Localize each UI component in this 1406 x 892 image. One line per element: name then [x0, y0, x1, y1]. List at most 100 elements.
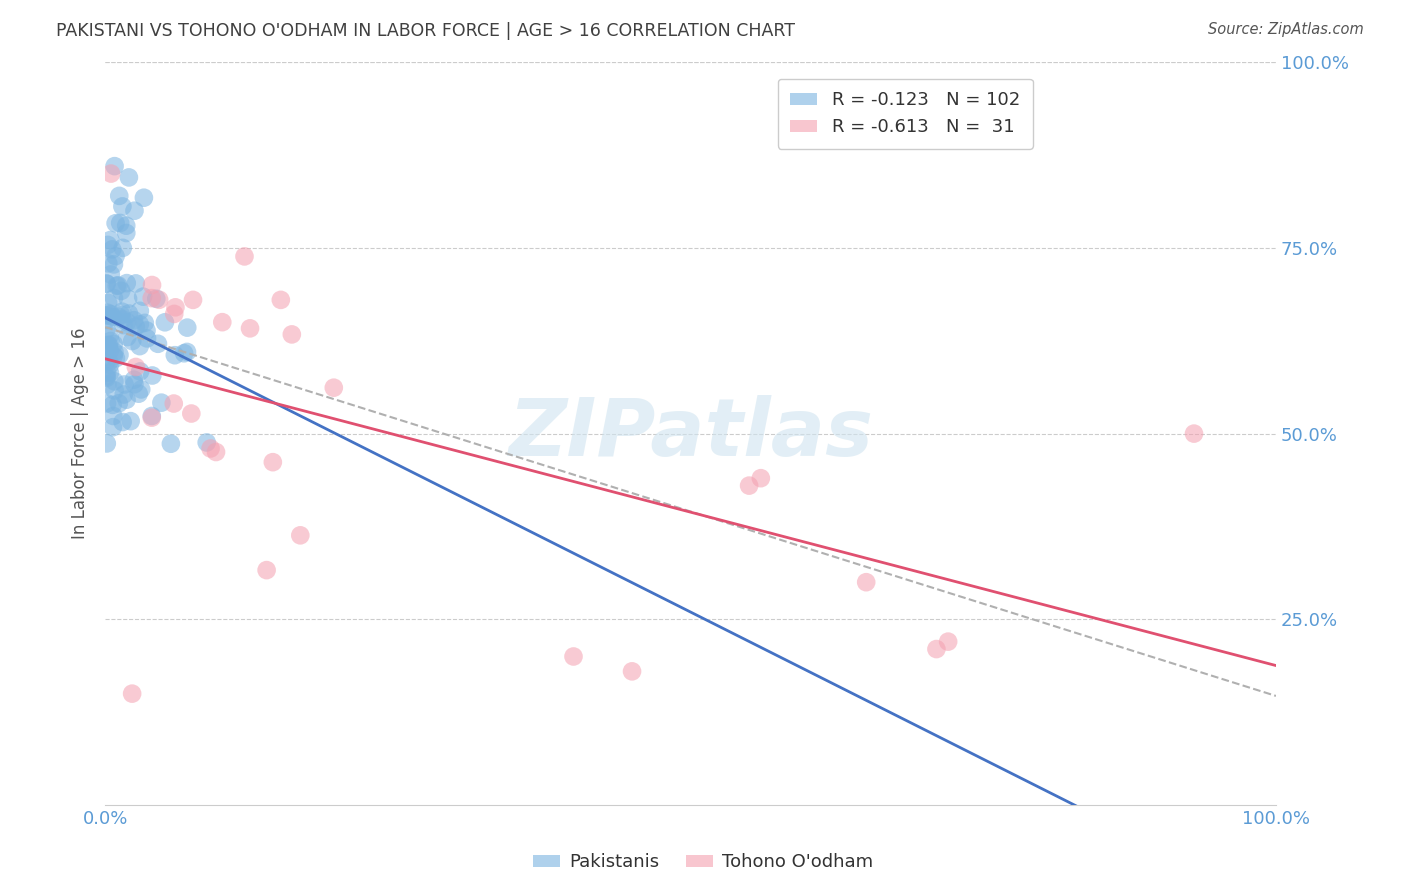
Text: Source: ZipAtlas.com: Source: ZipAtlas.com — [1208, 22, 1364, 37]
Point — [97, 338, 120, 352]
Point — [125, 359, 148, 374]
Point — [195, 435, 218, 450]
Point — [96, 339, 118, 353]
Point — [281, 327, 304, 342]
Point — [124, 377, 146, 392]
Point — [103, 344, 125, 359]
Point — [97, 238, 120, 252]
Point — [118, 170, 141, 185]
Point — [141, 410, 163, 425]
Point — [100, 268, 122, 282]
Point — [100, 334, 122, 348]
Point — [117, 330, 139, 344]
Point — [136, 331, 159, 345]
Point — [115, 392, 138, 407]
Point — [125, 319, 148, 334]
Point — [96, 322, 118, 336]
Point — [115, 219, 138, 233]
Point — [111, 304, 134, 318]
Point — [96, 371, 118, 385]
Point — [97, 295, 120, 310]
Point — [117, 292, 139, 306]
Point — [936, 634, 959, 648]
Point — [112, 387, 135, 401]
Point — [270, 293, 292, 307]
Point — [128, 386, 150, 401]
Point — [118, 306, 141, 320]
Point — [103, 257, 125, 271]
Point — [110, 308, 132, 322]
Point — [98, 366, 121, 380]
Point — [141, 291, 163, 305]
Point — [103, 337, 125, 351]
Point — [738, 478, 761, 492]
Point — [96, 396, 118, 410]
Point — [97, 338, 120, 352]
Point — [96, 369, 118, 384]
Point — [163, 307, 186, 321]
Point — [145, 292, 167, 306]
Point — [103, 159, 125, 173]
Point — [103, 349, 125, 363]
Point — [233, 249, 256, 263]
Point — [181, 293, 204, 307]
Point — [96, 366, 118, 380]
Point — [105, 278, 128, 293]
Point — [112, 318, 135, 332]
Point — [107, 278, 129, 293]
Point — [101, 420, 124, 434]
Point — [141, 278, 163, 293]
Point — [128, 303, 150, 318]
Point — [96, 377, 118, 392]
Point — [104, 249, 127, 263]
Point — [122, 313, 145, 327]
Point — [96, 436, 118, 450]
Point — [256, 563, 278, 577]
Point — [103, 409, 125, 423]
Point — [97, 306, 120, 320]
Point — [153, 315, 176, 329]
Point — [120, 414, 142, 428]
Point — [111, 312, 134, 326]
Point — [96, 354, 118, 368]
Point — [165, 301, 187, 315]
Point — [262, 455, 284, 469]
Point — [107, 396, 129, 410]
Point — [1182, 426, 1205, 441]
Point — [205, 445, 228, 459]
Point — [111, 199, 134, 213]
Point — [562, 649, 585, 664]
Point — [103, 310, 125, 324]
Point — [322, 381, 344, 395]
Point — [124, 203, 146, 218]
Point — [160, 436, 183, 450]
Y-axis label: In Labor Force | Age > 16: In Labor Force | Age > 16 — [72, 328, 89, 540]
Point — [98, 233, 121, 247]
Point — [125, 277, 148, 291]
Point — [115, 226, 138, 240]
Point — [621, 665, 644, 679]
Point — [97, 309, 120, 323]
Point — [96, 309, 118, 323]
Point — [121, 334, 143, 348]
Point — [115, 276, 138, 290]
Point — [129, 383, 152, 397]
Point — [108, 189, 131, 203]
Point — [98, 358, 121, 372]
Point — [115, 315, 138, 329]
Point — [163, 396, 186, 410]
Point — [114, 377, 136, 392]
Point — [855, 575, 877, 590]
Point — [104, 384, 127, 398]
Point — [128, 318, 150, 332]
Point — [749, 471, 772, 485]
Point — [101, 398, 124, 412]
Point — [150, 395, 173, 409]
Point — [163, 348, 186, 362]
Point — [108, 348, 131, 362]
Point — [100, 167, 122, 181]
Point — [96, 277, 118, 291]
Point — [146, 336, 169, 351]
Point — [132, 290, 155, 304]
Point — [290, 528, 312, 542]
